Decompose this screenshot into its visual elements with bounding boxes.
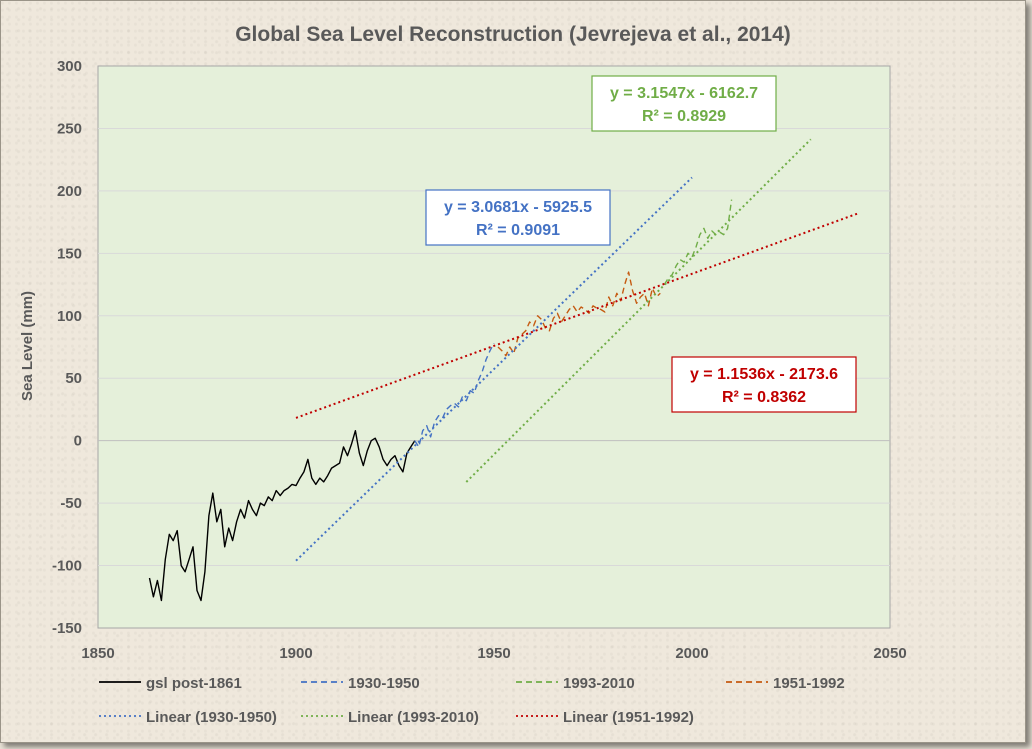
trend-equation-box: y = 1.1536x - 2173.6 R² = 0.8362 bbox=[671, 356, 857, 413]
series-line-0 bbox=[148, 430, 416, 602]
x-tick-label: 2000 bbox=[675, 645, 708, 662]
legend-entry: Linear (1951-1992) bbox=[516, 709, 694, 726]
chart-title: Global Sea Level Reconstruction (Jevreje… bbox=[235, 23, 791, 46]
x-tick-label: 1950 bbox=[477, 645, 510, 662]
r-squared-text: R² = 0.8362 bbox=[722, 389, 806, 406]
y-tick-label: 0 bbox=[74, 433, 82, 450]
y-tick-label: -150 bbox=[52, 620, 82, 637]
y-tick-label: -50 bbox=[60, 495, 82, 512]
r-squared-text: R² = 0.8929 bbox=[642, 108, 726, 125]
legend-entry: Linear (1930-1950) bbox=[99, 709, 277, 726]
x-axis-ticks: 1850 1900 1950 2000 2050 bbox=[81, 645, 906, 662]
y-tick-label: 50 bbox=[65, 370, 82, 387]
trend-equation-box: y = 3.0681x - 5925.5 R² = 0.9091 bbox=[425, 189, 611, 246]
legend: gsl post-1861 1930-1950 1993-2010 1951-1992… bbox=[99, 675, 845, 726]
legend-label: gsl post-1861 bbox=[146, 675, 242, 692]
equation-text: y = 3.0681x - 5925.5 bbox=[444, 199, 592, 216]
y-axis-ticks: 300 250 200 150 100 50 0 -50 -100 -150 bbox=[52, 58, 82, 637]
legend-label: 1993-2010 bbox=[563, 675, 635, 692]
y-tick-label: -100 bbox=[52, 558, 82, 575]
legend-entry: 1930-1950 bbox=[301, 675, 420, 692]
legend-entry: 1951-1992 bbox=[726, 675, 845, 692]
series-line-2 bbox=[663, 199, 733, 285]
equation-box-border bbox=[591, 75, 777, 132]
legend-label: Linear (1993-2010) bbox=[348, 709, 479, 726]
legend-entry: gsl post-1861 bbox=[99, 675, 242, 692]
x-tick-label: 1900 bbox=[279, 645, 312, 662]
plot-area bbox=[97, 65, 891, 629]
legend-label: Linear (1951-1992) bbox=[563, 709, 694, 726]
series-line-5 bbox=[465, 138, 812, 483]
y-axis-label: Sea Level (mm) bbox=[19, 291, 36, 401]
y-tick-label: 150 bbox=[57, 245, 82, 262]
series-line-4 bbox=[295, 176, 693, 562]
y-tick-label: 200 bbox=[57, 183, 82, 200]
series-line-1 bbox=[414, 342, 495, 448]
y-tick-label: 100 bbox=[57, 308, 82, 325]
equation-box-border bbox=[425, 189, 611, 246]
legend-label: 1930-1950 bbox=[348, 675, 420, 692]
legend-label: Linear (1930-1950) bbox=[146, 709, 277, 726]
x-tick-label: 1850 bbox=[81, 645, 114, 662]
series-line-3 bbox=[497, 271, 661, 357]
gridlines bbox=[98, 127, 890, 567]
equation-text: y = 1.1536x - 2173.6 bbox=[690, 366, 838, 383]
legend-entry: 1993-2010 bbox=[516, 675, 635, 692]
trend-equation-box: y = 3.1547x - 6162.7 R² = 0.8929 bbox=[591, 75, 777, 132]
legend-entry: Linear (1993-2010) bbox=[301, 709, 479, 726]
legend-label: 1951-1992 bbox=[773, 675, 845, 692]
r-squared-text: R² = 0.9091 bbox=[476, 222, 560, 239]
y-tick-label: 250 bbox=[57, 120, 82, 137]
plot-background bbox=[97, 65, 891, 629]
data-series bbox=[148, 138, 859, 602]
y-tick-label: 300 bbox=[57, 58, 82, 75]
equation-text: y = 3.1547x - 6162.7 bbox=[610, 85, 758, 102]
trend-equations: y = 3.1547x - 6162.7 R² = 0.8929 y = 3.068… bbox=[425, 75, 857, 413]
equation-box-border bbox=[671, 356, 857, 413]
x-tick-label: 2050 bbox=[873, 645, 906, 662]
